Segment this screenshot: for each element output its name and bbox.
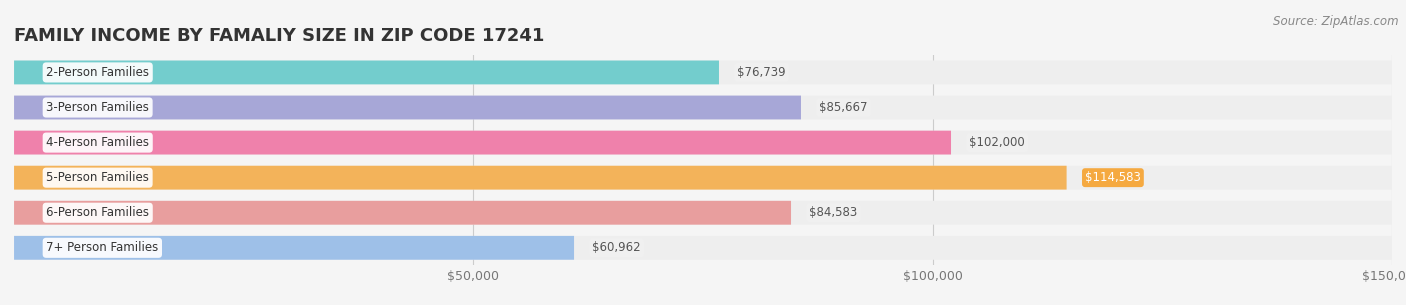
Text: 7+ Person Families: 7+ Person Families: [46, 241, 159, 254]
Text: 4-Person Families: 4-Person Families: [46, 136, 149, 149]
FancyBboxPatch shape: [14, 201, 792, 225]
FancyBboxPatch shape: [14, 60, 718, 84]
FancyBboxPatch shape: [14, 131, 950, 155]
Text: 3-Person Families: 3-Person Families: [46, 101, 149, 114]
Text: FAMILY INCOME BY FAMALIY SIZE IN ZIP CODE 17241: FAMILY INCOME BY FAMALIY SIZE IN ZIP COD…: [14, 27, 544, 45]
FancyBboxPatch shape: [14, 95, 1392, 120]
FancyBboxPatch shape: [14, 60, 1392, 84]
Text: $114,583: $114,583: [1085, 171, 1140, 184]
Text: Source: ZipAtlas.com: Source: ZipAtlas.com: [1274, 15, 1399, 28]
FancyBboxPatch shape: [14, 131, 1392, 155]
Text: 6-Person Families: 6-Person Families: [46, 206, 149, 219]
Text: $84,583: $84,583: [810, 206, 858, 219]
Text: $76,739: $76,739: [737, 66, 786, 79]
Text: $60,962: $60,962: [592, 241, 641, 254]
Text: 2-Person Families: 2-Person Families: [46, 66, 149, 79]
Text: 5-Person Families: 5-Person Families: [46, 171, 149, 184]
Text: $102,000: $102,000: [969, 136, 1025, 149]
FancyBboxPatch shape: [14, 95, 801, 120]
FancyBboxPatch shape: [14, 166, 1392, 190]
FancyBboxPatch shape: [14, 166, 1067, 190]
Text: $85,667: $85,667: [820, 101, 868, 114]
FancyBboxPatch shape: [14, 236, 1392, 260]
FancyBboxPatch shape: [14, 201, 1392, 225]
FancyBboxPatch shape: [14, 236, 574, 260]
